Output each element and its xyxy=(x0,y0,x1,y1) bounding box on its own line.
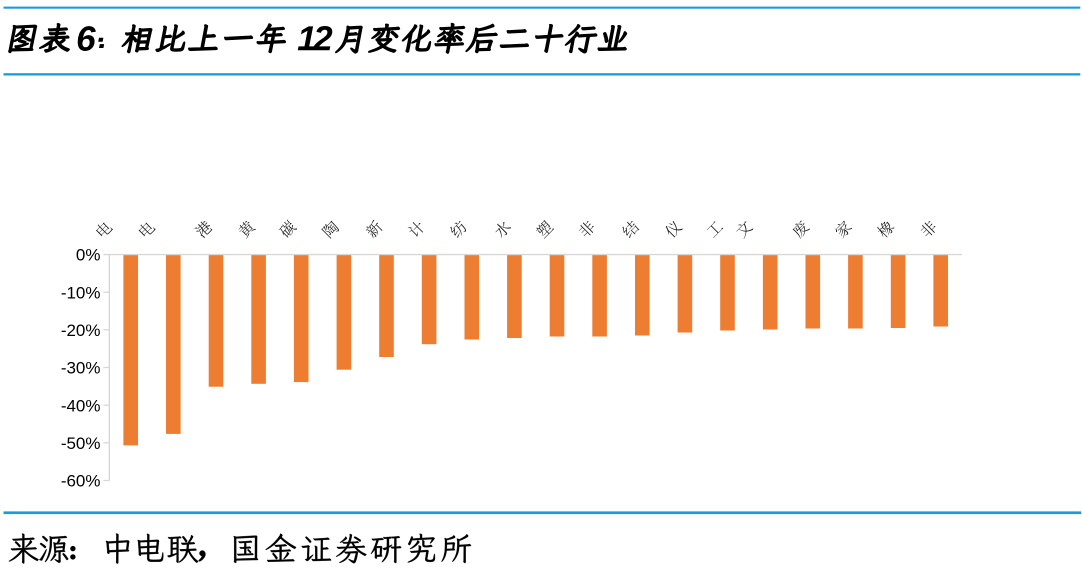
svg-text:-20%: -20% xyxy=(61,321,101,340)
svg-text:-50%: -50% xyxy=(61,434,101,453)
svg-text:0%: 0% xyxy=(76,246,101,265)
svg-text:-10%: -10% xyxy=(61,283,101,302)
svg-text:-30%: -30% xyxy=(61,359,101,378)
svg-text:-60%: -60% xyxy=(61,472,101,491)
svg-text:-40%: -40% xyxy=(61,396,101,415)
